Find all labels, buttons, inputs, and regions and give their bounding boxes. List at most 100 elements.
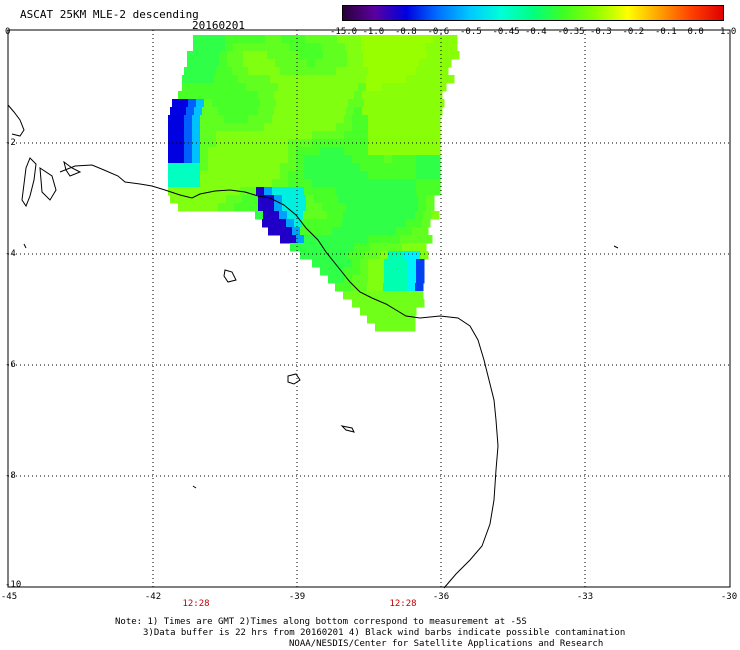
swath-cell	[312, 123, 321, 132]
color-scale-tick: -0.4	[525, 27, 547, 37]
swath-cell	[354, 91, 363, 100]
swath-cell	[264, 123, 273, 132]
swath-cell	[256, 131, 265, 140]
swath-cell	[332, 99, 341, 108]
swath-cell	[208, 163, 217, 172]
swath-cell	[352, 299, 361, 308]
swath-cell	[432, 187, 441, 196]
swath-cell	[370, 243, 379, 252]
swath-cell	[308, 251, 317, 260]
swath-cell	[296, 67, 305, 76]
swath-cell	[414, 219, 423, 228]
swath-cell	[232, 123, 241, 132]
swath-cell	[312, 235, 321, 244]
swath-cell	[224, 123, 233, 132]
swath-cell	[368, 115, 377, 124]
swath-cell	[336, 275, 345, 284]
swath-cell	[168, 187, 177, 196]
swath-cell	[449, 35, 458, 44]
swath-cell	[193, 35, 202, 44]
swath-cell	[296, 147, 305, 156]
swath-cell	[359, 211, 368, 220]
swath-cell	[388, 227, 397, 236]
swath-cell	[210, 195, 219, 204]
swath-cell	[209, 35, 218, 44]
swath-cell	[382, 219, 391, 228]
swath-cell	[328, 147, 337, 156]
swath-cell	[224, 67, 233, 76]
swath-cell	[182, 75, 191, 84]
swath-cell	[424, 235, 433, 244]
swath-cell	[274, 91, 283, 100]
swath-cell	[241, 43, 250, 52]
swath-cell	[383, 283, 392, 292]
swath-cell	[256, 179, 265, 188]
swath-cell	[248, 147, 257, 156]
swath-cell	[332, 227, 341, 236]
swath-cell	[415, 291, 424, 300]
swath-cell	[316, 99, 325, 108]
swath-cell	[376, 155, 385, 164]
swath-cell	[424, 123, 433, 132]
swath-cell	[433, 35, 442, 44]
map-title: ASCAT 25KM MLE-2 descending	[20, 8, 199, 21]
swath-cell	[180, 99, 189, 108]
swath-cell	[234, 91, 243, 100]
swath-cell	[368, 275, 377, 284]
swath-cell	[190, 83, 199, 92]
swath-cell	[216, 171, 225, 180]
swath-cell	[347, 59, 356, 68]
swath-cell	[208, 123, 217, 132]
swath-cell	[416, 299, 425, 308]
swath-cell	[241, 35, 250, 44]
swath-cell	[385, 43, 394, 52]
swath-cell	[344, 179, 353, 188]
swath-cell	[194, 107, 203, 116]
swath-cell	[232, 155, 241, 164]
swath-cell	[208, 155, 217, 164]
swath-cell	[417, 35, 426, 44]
swath-cell	[321, 35, 330, 44]
swath-cell	[394, 203, 403, 212]
swath-cell	[224, 131, 233, 140]
swath-cell	[359, 283, 368, 292]
swath-cell	[391, 283, 400, 292]
swath-cell	[217, 35, 226, 44]
swath-cell	[359, 291, 368, 300]
swath-cell	[284, 227, 293, 236]
swath-cell	[332, 251, 341, 260]
swath-cell	[344, 115, 353, 124]
swath-cell	[380, 251, 389, 260]
swath-cell	[360, 67, 369, 76]
swath-cell	[328, 155, 337, 164]
color-scale-tick: -0.5	[460, 27, 482, 37]
color-scale-tick: -0.35	[557, 27, 585, 37]
pass-time-label: 12:28	[389, 599, 417, 609]
swath-cell	[418, 107, 427, 116]
swath-cell	[296, 115, 305, 124]
swath-cell	[336, 123, 345, 132]
swath-cell	[322, 243, 331, 252]
swath-cell	[200, 163, 209, 172]
swath-cell	[168, 147, 177, 156]
swath-cell	[355, 51, 364, 60]
swath-cell	[354, 203, 363, 212]
swath-cell	[216, 131, 225, 140]
swath-cell	[202, 203, 211, 212]
swath-cell	[192, 131, 201, 140]
swath-cell	[408, 187, 417, 196]
swath-cell	[384, 67, 393, 76]
swath-cell	[416, 275, 425, 284]
swath-cell	[176, 123, 185, 132]
swath-cell	[424, 67, 433, 76]
swath-cell	[370, 91, 379, 100]
swath-cell	[314, 243, 323, 252]
color-scale-tick: -15.0	[330, 27, 358, 37]
swath-cell	[428, 99, 437, 108]
color-scale-tick: -0.6	[427, 27, 450, 37]
swath-cell	[354, 243, 363, 252]
swath-cell	[368, 155, 377, 164]
swath-cell	[266, 195, 275, 204]
swath-cell	[384, 275, 393, 284]
swath-cell	[296, 123, 305, 132]
